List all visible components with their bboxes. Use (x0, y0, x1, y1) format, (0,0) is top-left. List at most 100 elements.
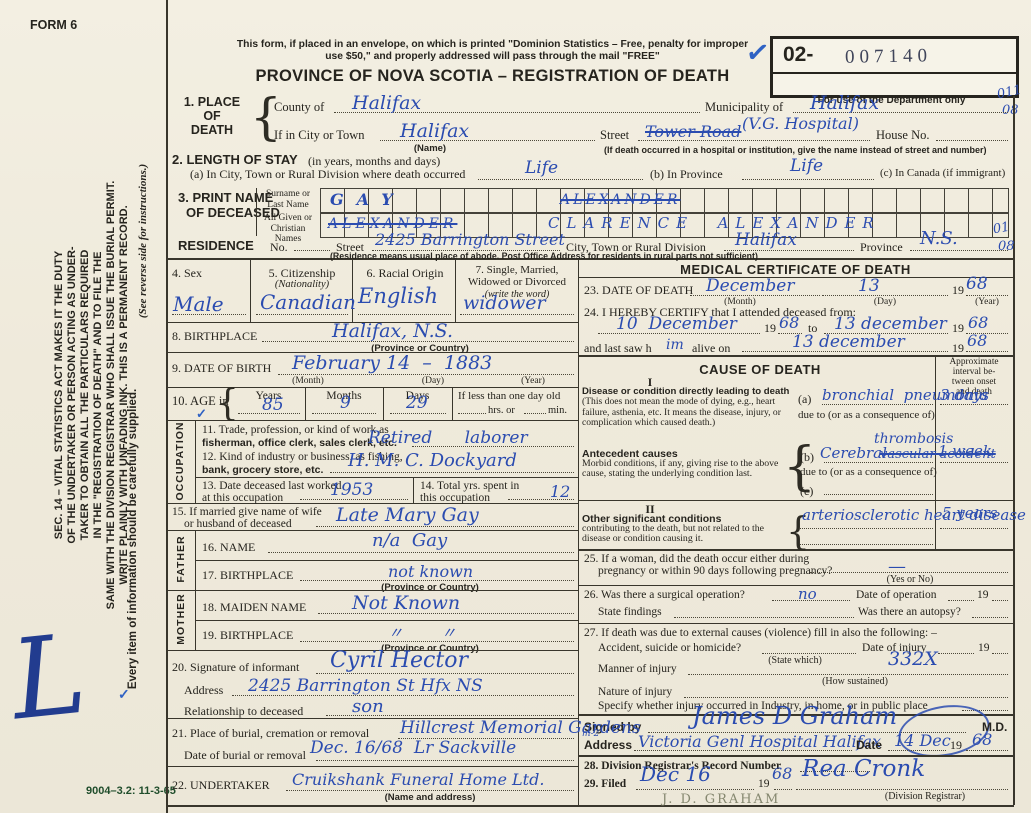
s23-year-value: 68 (966, 274, 988, 294)
signedby-label: Signed by (584, 720, 642, 734)
cause-b-inserted-value: thrombosis (874, 431, 954, 447)
s5-label: 5. Citizenship (268, 266, 336, 280)
check-mark-icon: ✓ (118, 686, 130, 702)
s10-months-value: 9 (340, 393, 351, 413)
mailing-note-line1: This form, if placed in an envelope, on … (236, 39, 749, 50)
sidebar-see-reverse-note: (See reverse side for instructions.) (137, 163, 149, 319)
mother-vertical-label: MOTHER (175, 593, 187, 645)
s10-brace: { (216, 383, 239, 424)
s12-value: H. M. C. Dockyard (348, 450, 517, 471)
row9-bottom-line (166, 387, 578, 388)
residence-label: RESIDENCE (178, 238, 254, 253)
s27-specify-line (962, 710, 1008, 711)
s26-dateop-label: Date of operation (856, 589, 937, 601)
cause-b-line (824, 462, 933, 463)
s10-years-label: Years (255, 390, 282, 402)
s12-label-2: bank, grocery store, etc. (202, 464, 324, 476)
cause-a-line (822, 404, 933, 405)
s29-registrar-line (796, 789, 1008, 790)
s5-s6-divider (352, 260, 353, 322)
s1-street-label: Street (600, 128, 630, 142)
s2-a-line (478, 179, 643, 180)
cause-a-label: (a) (798, 392, 812, 406)
s28-label: 28. Division Registrar's Record Number (584, 760, 782, 772)
division-registrar-note: (Division Registrar) (884, 791, 966, 802)
occupation-vertical-label: OCCUPATION (174, 421, 186, 501)
s10-years-line (238, 413, 300, 414)
s3-given-sublabel: All Given or Christian Names (257, 213, 319, 245)
s20-address-value: 2425 Barrington St Hfx NS (248, 676, 483, 696)
check-mark-icon: ✓ (196, 406, 207, 421)
occupation-bottom-line (166, 503, 578, 504)
residence-no-label: No. (270, 240, 288, 254)
s27-accident-label: Accident, suicide or homicide? (598, 642, 742, 654)
s3-given-sublabel-2: Christian Names (270, 223, 306, 245)
mother-bottom-line (166, 650, 578, 651)
s27-manner-code-value: 332X (888, 648, 938, 670)
s1-county-label: County of (274, 100, 325, 114)
s6-s7-divider (455, 260, 456, 322)
s24-lastsaw-value: 13 december (792, 332, 905, 352)
s15-line (316, 526, 574, 527)
cause-b-value: Cerebral (820, 444, 887, 462)
s19-line (300, 641, 574, 642)
s16-line (268, 552, 574, 553)
cause-b-dueto-label: due to (or as a consequence of) (800, 466, 937, 478)
form-right-border (1013, 96, 1015, 805)
s24-fromyear-line (778, 333, 802, 334)
s1-county-line (334, 112, 700, 113)
s2-a-value: Life (525, 158, 559, 178)
s9-month-note: (Month) (292, 376, 324, 386)
s19-note: (Province or Country) (381, 643, 479, 654)
s1-city-label: If in City or Town (274, 128, 365, 142)
s23-year-note: (Year) (975, 297, 999, 307)
other-interval-value: 5 years (942, 504, 998, 522)
s13-label-1: 13. Date deceased last worked (202, 480, 342, 492)
s24-from-line (598, 333, 760, 334)
serial-number-stamp: 007140 (844, 45, 933, 68)
s16-value: n/a Gay (372, 530, 448, 551)
s1-municipality-line (793, 112, 1008, 113)
cause-part2-divider (578, 500, 1013, 501)
s15-label-2: or husband of deceased (184, 518, 292, 530)
mailing-note-line2: use $50," and properly addressed will pa… (325, 51, 660, 62)
s1-street-struck-value: Tower Road (645, 122, 742, 141)
s8-value: Halifax, N.S. (332, 320, 454, 342)
s9-value: February 14 – 1883 (292, 352, 493, 374)
s7-value: widower (463, 292, 546, 314)
s22-value: Cruikshank Funeral Home Ltd. (292, 770, 545, 789)
med-title-underline (578, 277, 1013, 278)
s2-label: 2. LENGTH OF STAY (172, 152, 298, 167)
residence-province-label: Province (860, 240, 903, 254)
s24-him-value: im (666, 337, 684, 353)
s17-line (300, 580, 574, 581)
s27-nature-line (684, 697, 1008, 698)
signed-date-line (888, 750, 946, 751)
s1-city-value: Halifax (400, 120, 470, 142)
s26-dateop-line (948, 600, 974, 601)
s10-div2 (383, 387, 384, 420)
s23-month-value: December (706, 276, 795, 296)
s11-line (412, 446, 574, 447)
s2-c-label: (c) In Canada (if immigrant) (880, 167, 1006, 179)
cause-disease-bold: Disease or condition directly leading to… (582, 386, 790, 397)
s29-year-value: 68 (772, 764, 793, 783)
residence-margin-code-top: 01 (991, 219, 1011, 238)
form-number: FORM 6 (30, 18, 78, 32)
s1-name-note: (Name) (413, 143, 447, 154)
s14-line (508, 499, 574, 500)
s16-s17-line (195, 560, 578, 561)
s18-s19-line (195, 620, 578, 621)
s26-answer-value: no (798, 585, 817, 603)
residence-city-line (724, 250, 854, 251)
s16-label: 16. NAME (202, 540, 256, 554)
signed-year-value: 68 (972, 730, 993, 749)
residence-street-line (372, 250, 560, 251)
s18-line (318, 613, 574, 614)
s21-place-line (398, 738, 574, 739)
physician-address-value: Victoria Genl Hospital Halifax (638, 732, 882, 751)
row20-bottom-line (166, 718, 578, 719)
sidebar-every-item-note: Every item of information should be care… (127, 388, 139, 690)
row15-bottom-line (166, 530, 578, 531)
residence-heavy-divider (166, 258, 1014, 260)
